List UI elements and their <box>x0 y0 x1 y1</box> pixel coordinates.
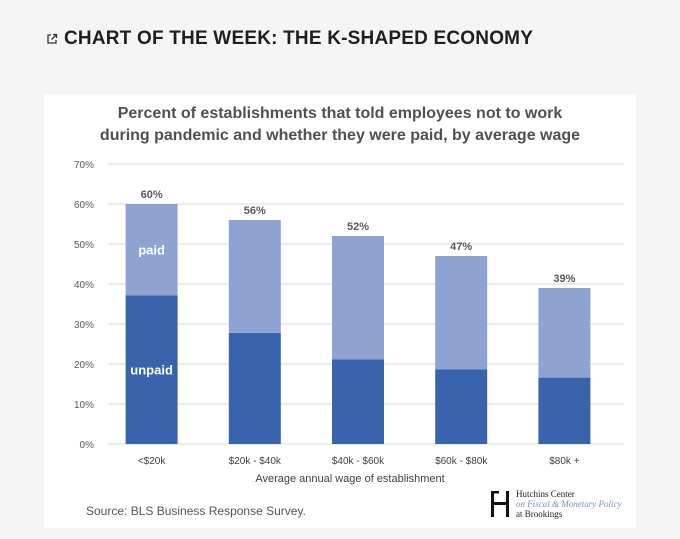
bar-unpaid <box>538 377 591 444</box>
bar-paid <box>435 256 488 370</box>
y-tick-label: 0% <box>80 440 95 451</box>
y-tick-label: 10% <box>74 400 94 411</box>
series-label-paid: paid <box>138 243 165 258</box>
y-tick-label: 50% <box>74 240 94 251</box>
bar-unpaid <box>228 332 281 444</box>
headline-text: CHART OF THE WEEK: THE K-SHAPED ECONOMY <box>64 28 534 49</box>
series-label-unpaid: unpaid <box>130 363 173 378</box>
bar-total-label: 47% <box>450 241 472 253</box>
x-tick-label: $60k - $80k <box>435 456 488 467</box>
chart-title-line: Percent of establishments that told empl… <box>118 105 563 122</box>
headline: CHART OF THE WEEK: THE K-SHAPED ECONOMY <box>46 28 533 50</box>
y-tick-label: 60% <box>74 200 94 211</box>
bar-total-label: 52% <box>347 221 369 233</box>
chart-card: Percent of establishments that told empl… <box>44 94 636 528</box>
x-axis-label: Average annual wage of establishment <box>255 473 444 485</box>
bar-unpaid <box>125 295 178 444</box>
chart: Percent of establishments that told empl… <box>74 105 624 485</box>
bar-total-label: 56% <box>244 205 266 217</box>
chart-title-line: during pandemic and whether they were pa… <box>100 127 580 144</box>
logo-line-1: Hutchins Center <box>516 489 575 499</box>
y-tick-label: 40% <box>74 280 94 291</box>
x-tick-label: <$20k <box>138 456 167 467</box>
source-note: Source: BLS Business Response Survey. <box>86 504 306 518</box>
bar-paid <box>228 220 281 333</box>
bar-total-label: 39% <box>553 273 575 285</box>
bar-unpaid <box>332 359 384 444</box>
hutchins-logo: Hutchins Center on Fiscal & Monetary Pol… <box>490 489 621 519</box>
external-link-icon[interactable] <box>46 33 58 45</box>
logo-line-3: at Brookings <box>516 509 563 519</box>
y-tick-label: 30% <box>74 320 94 331</box>
y-tick-label: 20% <box>74 360 94 371</box>
x-tick-label: $20k - $40k <box>229 456 282 467</box>
logo-line-2: on Fiscal & Monetary Policy <box>516 499 622 509</box>
x-tick-label: $40k - $60k <box>332 456 385 467</box>
bar-paid <box>125 204 178 296</box>
y-tick-label: 70% <box>74 160 94 171</box>
bar-total-label: 60% <box>141 189 163 201</box>
bar-paid <box>332 236 384 360</box>
x-tick-label: $80k + <box>549 456 579 467</box>
bar-unpaid <box>435 369 488 444</box>
hutchins-logo-icon <box>491 491 509 517</box>
bar-paid <box>538 288 591 378</box>
